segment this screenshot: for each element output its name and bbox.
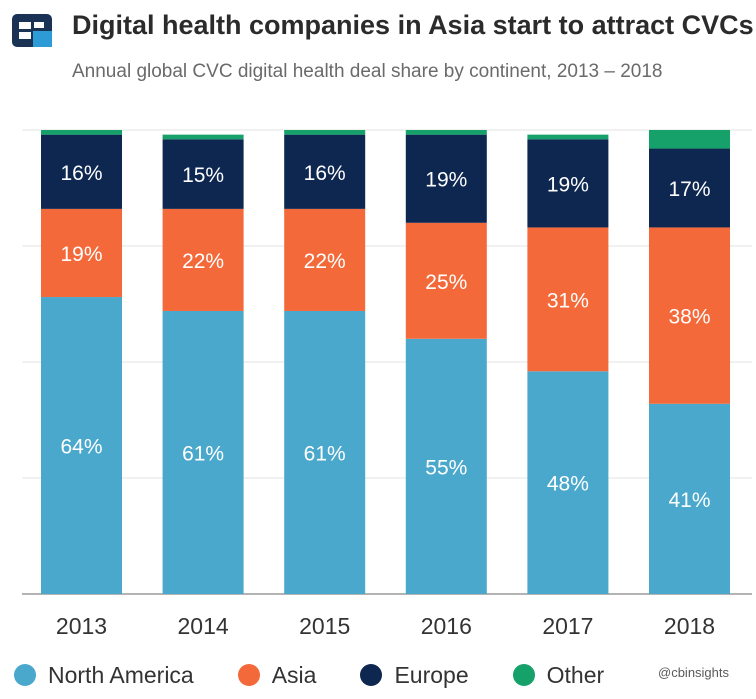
- bar-asia-2017: [527, 227, 609, 372]
- bar-europe-2016: [405, 134, 487, 223]
- data-label-north-america-2013: 64%: [60, 436, 102, 459]
- bar-asia-2018: [649, 227, 730, 404]
- legend-label: North America: [48, 661, 194, 688]
- data-label-asia-2018: 38%: [668, 306, 710, 329]
- x-tick-label-2016: 2016: [421, 613, 472, 639]
- chart-legend: North America Asia Europe Other: [14, 658, 604, 692]
- bar-other-2015: [284, 130, 366, 135]
- bar-north-america-2018: [649, 403, 730, 594]
- data-label-north-america-2015: 61%: [304, 442, 346, 465]
- data-label-europe-2016: 19%: [425, 169, 467, 192]
- legend-label: Asia: [271, 661, 317, 688]
- legend-label: Europe: [394, 661, 469, 688]
- bar-other-2013: [41, 130, 122, 135]
- data-label-asia-2015: 22%: [304, 250, 346, 273]
- bar-asia-2016: [405, 222, 487, 339]
- data-label-asia-2016: 25%: [425, 271, 467, 294]
- bar-other-2018: [649, 130, 730, 149]
- bar-north-america-2016: [405, 338, 487, 594]
- data-label-europe-2014: 15%: [182, 164, 224, 187]
- bar-europe-2014: [162, 139, 244, 209]
- cb-insights-logo-icon: [12, 14, 52, 47]
- bar-other-2017: [527, 134, 609, 140]
- data-label-asia-2013: 19%: [60, 243, 102, 266]
- bar-north-america-2013: [41, 297, 122, 594]
- legend-item-europe: Europe: [360, 661, 469, 689]
- legend-swatch: [512, 664, 535, 686]
- bar-other-2016: [405, 130, 487, 135]
- bar-north-america-2015: [284, 310, 366, 594]
- legend-item-other: Other: [512, 661, 605, 689]
- credit-handle: @cbinsights: [658, 665, 730, 680]
- bar-europe-2018: [649, 148, 730, 228]
- bar-asia-2015: [284, 208, 366, 311]
- stacked-bar-chart: 64% 19% 16% 2013 61% 22% 15% 2014 61% 22% 16% 2015 5…: [22, 129, 752, 639]
- legend-swatch: [14, 664, 36, 686]
- legend-swatch: [360, 664, 383, 686]
- data-label-europe-2017: 19%: [547, 173, 589, 196]
- x-tick-label-2015: 2015: [299, 613, 350, 639]
- x-tick-label-2014: 2014: [178, 613, 229, 639]
- bar-europe-2017: [527, 139, 609, 228]
- x-tick-label-2017: 2017: [542, 613, 593, 639]
- bar-other-2014: [162, 134, 244, 140]
- chart-subtitle: Annual global CVC digital health deal sh…: [72, 61, 663, 82]
- x-tick-label-2013: 2013: [56, 613, 107, 639]
- bar-north-america-2014: [162, 310, 244, 594]
- bar-north-america-2017: [527, 371, 609, 594]
- data-label-europe-2013: 16%: [60, 162, 102, 185]
- bar-europe-2015: [284, 134, 366, 209]
- bar-asia-2013: [41, 208, 122, 298]
- legend-item-asia: Asia: [237, 661, 317, 689]
- legend-swatch: [237, 664, 260, 686]
- data-label-asia-2017: 31%: [547, 289, 589, 312]
- data-label-europe-2015: 16%: [304, 162, 346, 185]
- bar-europe-2013: [41, 134, 122, 209]
- bar-asia-2014: [162, 208, 244, 311]
- data-label-asia-2014: 22%: [182, 250, 224, 273]
- data-label-north-america-2017: 48%: [547, 473, 589, 496]
- legend-item-north-america: North America: [14, 662, 194, 689]
- chart-title: Digital health companies in Asia start t…: [72, 10, 754, 40]
- data-label-north-america-2018: 41%: [668, 489, 710, 512]
- data-label-north-america-2014: 61%: [182, 442, 224, 465]
- legend-label: Other: [546, 661, 605, 688]
- data-label-north-america-2016: 55%: [425, 456, 467, 479]
- x-tick-label-2018: 2018: [664, 613, 715, 639]
- data-label-europe-2018: 17%: [668, 178, 710, 201]
